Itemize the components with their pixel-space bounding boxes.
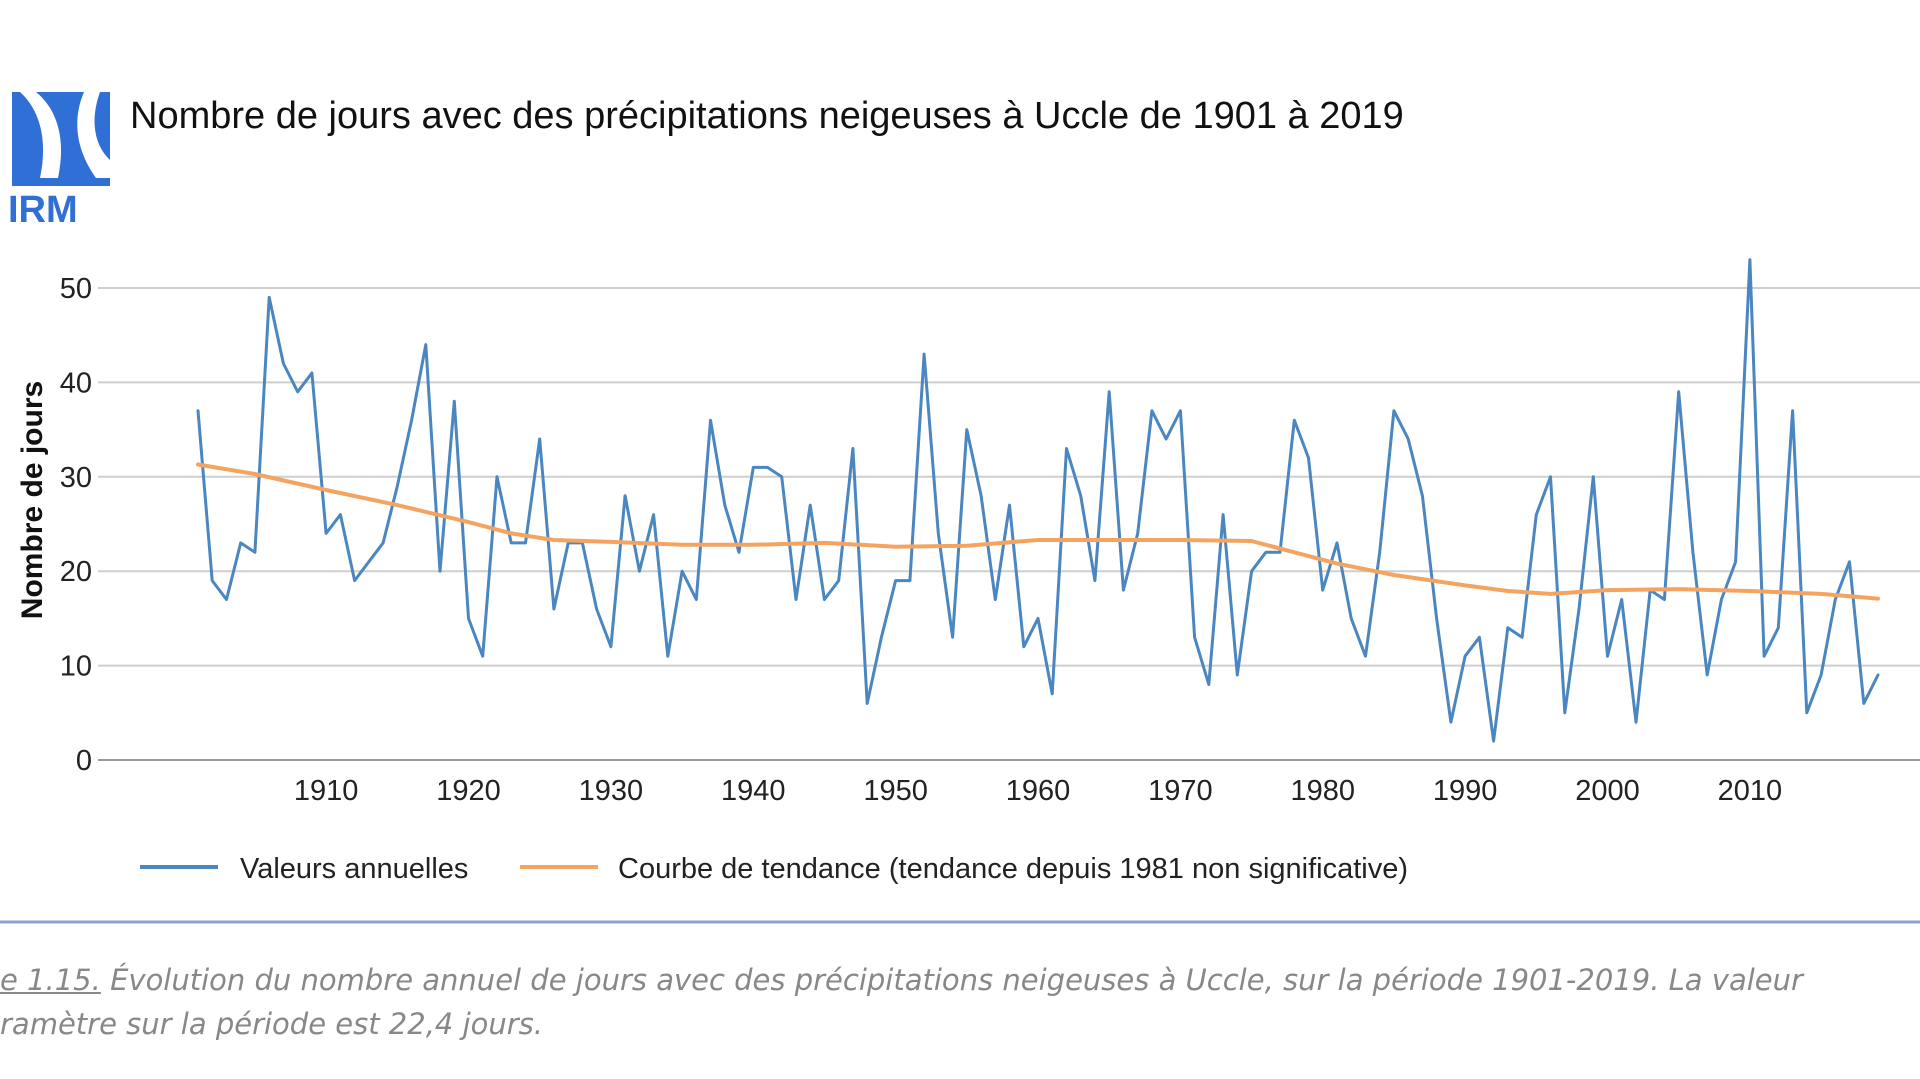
caption-line-2: ramètre sur la période est 22,4 jours. <box>0 1002 543 1046</box>
logo-wave-right <box>77 92 110 178</box>
irm-logo: IRM <box>8 92 110 231</box>
legend-label-annual: Valeurs annuelles <box>240 853 468 885</box>
legend-label-trend: Courbe de tendance (tendance depuis 1981… <box>618 853 1408 885</box>
x-tick-label-1970: 1970 <box>1148 775 1213 807</box>
gridlines <box>98 287 1920 761</box>
caption-line-1: e 1.15. Évolution du nombre annuel de jo… <box>0 958 1803 1002</box>
caption-text-1: Évolution du nombre annuel de jours avec… <box>100 963 1803 997</box>
y-tick-label-10: 10 <box>60 651 92 683</box>
chart-title: Nombre de jours avec des précipitations … <box>130 95 1404 137</box>
x-tick-label-2010: 2010 <box>1718 775 1783 807</box>
y-ticks: 0 10 20 30 40 50 <box>60 273 92 777</box>
figure-reference[interactable]: e 1.15. <box>0 963 101 997</box>
y-tick-label-20: 20 <box>60 556 92 588</box>
x-tick-label-1960: 1960 <box>1006 775 1071 807</box>
x-tick-label-1910: 1910 <box>294 775 359 807</box>
logo-wave-left <box>20 92 62 178</box>
x-tick-label-1930: 1930 <box>579 775 644 807</box>
series <box>196 258 1880 743</box>
caption-text-2: ramètre sur la période est 22,4 jours. <box>0 1007 544 1041</box>
x-tick-label-1950: 1950 <box>863 775 928 807</box>
series-line-annual-values <box>196 258 1880 743</box>
x-tick-label-1920: 1920 <box>436 775 501 807</box>
y-tick-label-30: 30 <box>60 462 92 494</box>
legend: Valeurs annuelles Courbe de tendance (te… <box>140 853 1408 885</box>
y-axis-label: Nombre de jours <box>16 381 49 619</box>
x-tick-label-1940: 1940 <box>721 775 786 807</box>
series-line-trend <box>196 462 1880 601</box>
y-tick-label-50: 50 <box>60 273 92 305</box>
x-tick-label-1980: 1980 <box>1290 775 1355 807</box>
logo-band <box>12 186 110 224</box>
y-tick-label-0: 0 <box>76 745 92 777</box>
x-tick-label-1990: 1990 <box>1433 775 1498 807</box>
x-tick-label-2000: 2000 <box>1575 775 1640 807</box>
logo-text: IRM <box>8 189 78 231</box>
y-tick-label-40: 40 <box>60 367 92 399</box>
x-ticks: 1910 1920 1930 1940 1950 1960 1970 1980 1990 2000… <box>294 775 1782 807</box>
